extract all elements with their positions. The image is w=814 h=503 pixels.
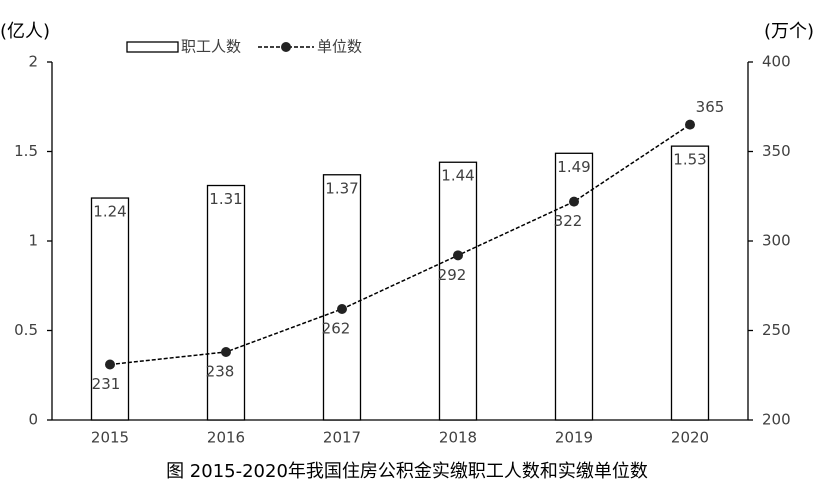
y-tick-label: 0 xyxy=(28,411,38,429)
y-tick-label: 1 xyxy=(28,232,38,250)
y-tick-label: 1.5 xyxy=(14,142,38,160)
bar xyxy=(322,174,362,421)
line-marker xyxy=(221,346,231,357)
y2-tick-label: 300 xyxy=(762,232,791,250)
line-value-label: 292 xyxy=(438,266,467,284)
x-tick-label: 2019 xyxy=(555,429,593,447)
bar xyxy=(670,145,710,421)
bar-value-label: 1.31 xyxy=(209,190,242,208)
y-tick-label: 0.5 xyxy=(14,321,38,339)
y-tick-label: 2 xyxy=(28,53,38,71)
bar xyxy=(90,197,130,421)
x-tick-label: 2020 xyxy=(671,429,709,447)
y2-tick-label: 250 xyxy=(762,321,791,339)
y2-tick-label: 200 xyxy=(762,411,791,429)
line-value-label: 365 xyxy=(696,98,725,116)
legend-label: 职工人数 xyxy=(181,38,241,56)
line-marker xyxy=(105,359,115,370)
legend-marker xyxy=(281,42,291,52)
line-value-label: 238 xyxy=(206,362,235,380)
chart-title: 图 2015-2020年我国住房公积金实缴职工人数和实缴单位数 xyxy=(166,461,648,482)
x-tick-label: 2018 xyxy=(439,429,477,447)
y2-tick-label: 350 xyxy=(762,142,791,160)
bar xyxy=(206,184,246,421)
bar-value-label: 1.49 xyxy=(557,158,590,176)
y2-axis-label: (万个) xyxy=(764,21,814,42)
line-marker xyxy=(337,304,347,315)
legend-swatch xyxy=(126,41,179,53)
y-axis-label: (亿人) xyxy=(0,21,50,42)
line xyxy=(109,124,691,366)
x-tick-label: 2015 xyxy=(91,429,129,447)
bar-value-label: 1.44 xyxy=(441,167,474,185)
bar xyxy=(554,152,594,421)
line-marker xyxy=(453,250,463,261)
line-marker xyxy=(569,196,579,207)
line-value-label: 231 xyxy=(92,375,121,393)
line-value-label: 262 xyxy=(322,320,351,338)
bar xyxy=(438,161,478,421)
y2-tick-label: 400 xyxy=(762,53,791,71)
x-tick-label: 2017 xyxy=(323,429,361,447)
legend-label: 单位数 xyxy=(317,38,362,56)
line-value-label: 322 xyxy=(554,212,583,230)
line-marker xyxy=(685,119,695,130)
bar-value-label: 1.53 xyxy=(673,151,706,169)
bar-value-label: 1.37 xyxy=(325,179,358,197)
x-tick-label: 2016 xyxy=(207,429,245,447)
bar-value-label: 1.24 xyxy=(93,203,126,221)
